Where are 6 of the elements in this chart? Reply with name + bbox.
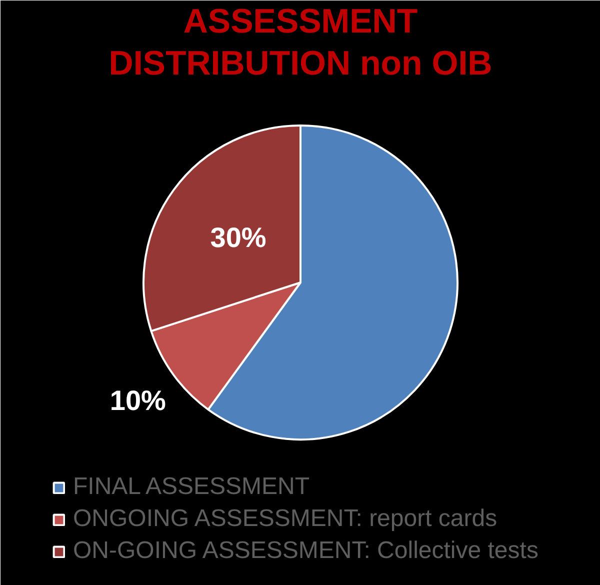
data-label: 30% xyxy=(210,222,266,253)
legend-label: ONGOING ASSESSMENT: report cards xyxy=(73,505,498,533)
legend-label: ON-GOING ASSESSMENT: Collective tests xyxy=(73,537,538,565)
data-label: 10% xyxy=(110,385,166,416)
chart-title: ASSESSMENT DISTRIBUTION non OIB xyxy=(108,2,492,82)
legend-label: FINAL ASSESSMENT xyxy=(73,473,310,501)
